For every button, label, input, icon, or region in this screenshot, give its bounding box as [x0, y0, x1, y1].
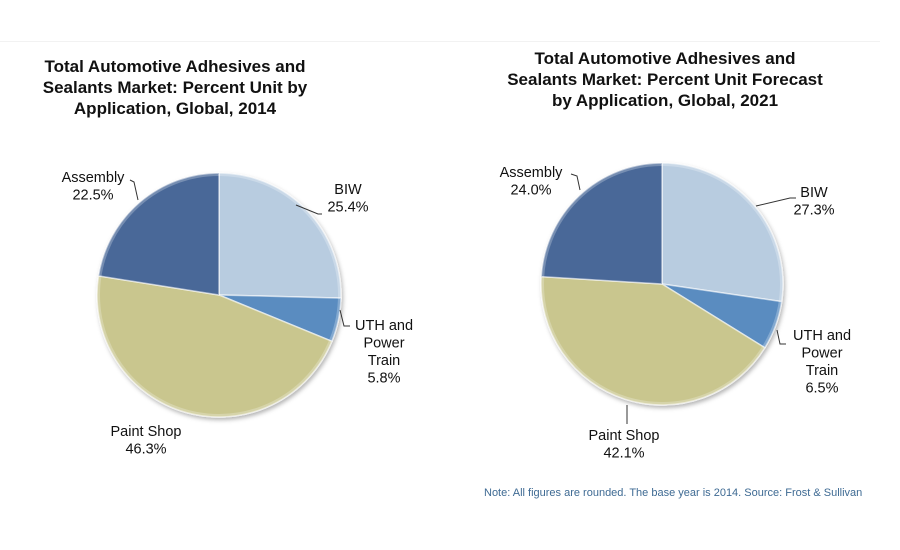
slice-value: 25.4% — [327, 200, 368, 216]
leader-line — [776, 329, 786, 345]
top-divider — [0, 41, 880, 42]
slice-value: 24.0% — [510, 183, 551, 199]
pie-rim — [541, 163, 783, 405]
chart-title-2021: Total Automotive Adhesives and Sealants … — [507, 49, 823, 110]
slice-label: Assembly 22.5% — [62, 170, 126, 204]
slice-name: BIW — [334, 182, 362, 198]
pie-slice-biw — [661, 162, 784, 303]
leader-line — [755, 197, 796, 207]
slice-value: 27.3% — [793, 203, 834, 219]
pie-rim — [97, 173, 341, 417]
leader-line — [295, 204, 322, 215]
slice-name: Train — [368, 353, 401, 369]
slice-label: UTH and Power Train 6.5% — [793, 328, 851, 397]
pie-slice-paint-shop — [96, 275, 333, 418]
pie-chart-0 — [96, 172, 342, 418]
slice-value: 5.8% — [367, 371, 400, 387]
pie-slice-assembly — [97, 172, 220, 296]
slice-name: Assembly — [62, 170, 126, 186]
source-note: Note: All figures are rounded. The base … — [484, 487, 863, 499]
slice-name: Assembly — [500, 165, 564, 181]
pie-chart-1 — [540, 162, 784, 406]
slice-name: Power — [363, 336, 404, 352]
slice-label: Paint Shop 46.3% — [111, 424, 182, 458]
slice-label: BIW 27.3% — [793, 185, 834, 219]
slice-value: 42.1% — [603, 446, 644, 462]
pie-slice-paint-shop — [540, 275, 766, 406]
pie-slice-biw — [218, 172, 342, 299]
slice-name: BIW — [800, 185, 828, 201]
slice-label: Assembly 24.0% — [500, 165, 564, 199]
slice-name: UTH and — [355, 318, 413, 334]
slice-label: UTH and Power Train 5.8% — [355, 318, 413, 387]
slice-label: Paint Shop 42.1% — [589, 428, 660, 462]
leader-line — [570, 173, 581, 191]
slice-value: 22.5% — [72, 188, 113, 204]
pie-slice-assembly — [540, 162, 663, 285]
slice-name: Paint Shop — [589, 428, 660, 444]
slice-value: 46.3% — [125, 442, 166, 458]
slice-label: BIW 25.4% — [327, 182, 368, 216]
slice-value: 6.5% — [805, 381, 838, 397]
leader-line — [129, 179, 139, 201]
leader-line — [339, 309, 350, 327]
slice-name: UTH and — [793, 328, 851, 344]
slice-name: Train — [806, 363, 839, 379]
slice-name: Paint Shop — [111, 424, 182, 440]
slice-name: Power — [801, 346, 842, 362]
chart-title-2014: Total Automotive Adhesives and Sealants … — [42, 57, 308, 118]
